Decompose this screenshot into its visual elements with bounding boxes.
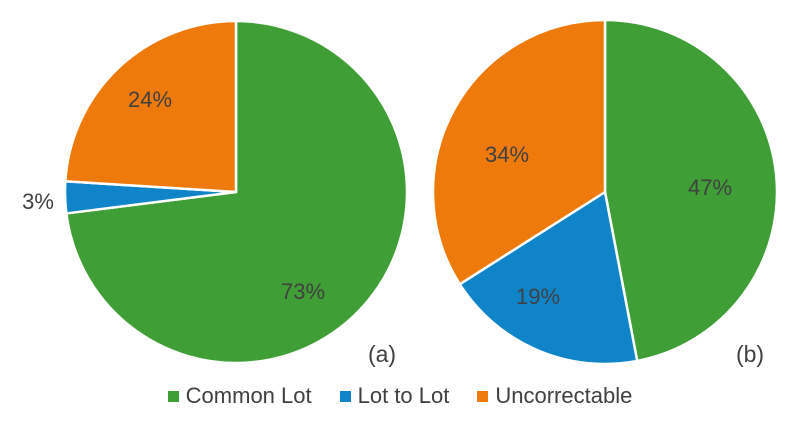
pie-a-slice-uncorrectable [64, 19, 238, 194]
pie-a-data-label-common-lot: 73% [281, 279, 325, 304]
legend-item-lot-to-lot: Lot to Lot [339, 383, 450, 409]
legend-label-uncorrectable: Uncorrectable [495, 383, 633, 408]
pie-b-slice-common-lot [603, 18, 779, 363]
pie-a-data-label-lot-to-lot: 3% [22, 189, 54, 214]
pie-chart-a: 73% 3% 24% (a) [22, 19, 409, 367]
pie-b-data-label-lot-to-lot: 19% [516, 284, 560, 309]
pie-b-data-label-common-lot: 47% [688, 175, 732, 200]
legend-item-common-lot: Common Lot [167, 383, 312, 409]
legend-swatch-common-lot [167, 390, 179, 402]
legend-label-lot-to-lot: Lot to Lot [357, 383, 450, 408]
pie-b-slice-uncorrectable [431, 18, 607, 286]
pie-b-slice-lot-to-lot [458, 190, 639, 366]
legend-item-uncorrectable: Uncorrectable [477, 383, 632, 409]
panel-label-a: (a) [368, 341, 396, 367]
legend-swatch-lot-to-lot [339, 390, 351, 402]
pie-b-data-label-uncorrectable: 34% [485, 142, 529, 167]
legend-swatch-uncorrectable [477, 390, 489, 402]
legend-label-common-lot: Common Lot [185, 383, 312, 408]
panel-label-b: (b) [736, 341, 764, 367]
pie-a-data-label-uncorrectable: 24% [128, 87, 172, 112]
pie-chart-b: 47% 19% 34% (b) [431, 18, 779, 367]
chart-legend: Common Lot Lot to Lot Uncorrectable [0, 381, 800, 411]
